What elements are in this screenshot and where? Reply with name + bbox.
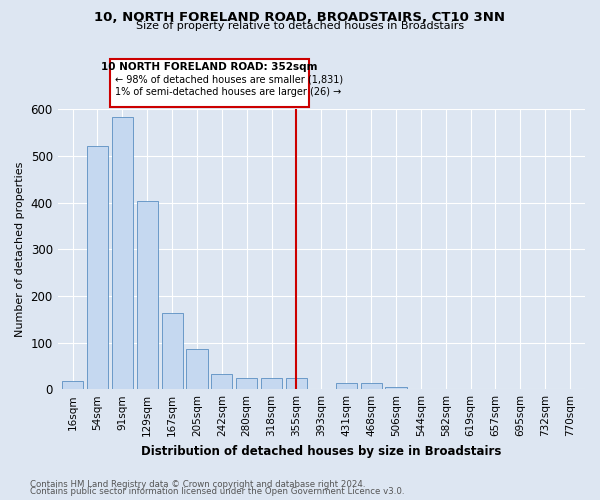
X-axis label: Distribution of detached houses by size in Broadstairs: Distribution of detached houses by size … [141, 444, 502, 458]
Bar [335, 383, 357, 389]
Bar [361, 383, 382, 389]
Bar [261, 378, 282, 389]
Bar [187, 348, 208, 389]
Text: Contains public sector information licensed under the Open Government Licence v3: Contains public sector information licen… [30, 487, 404, 496]
Y-axis label: Number of detached properties: Number of detached properties [15, 162, 25, 337]
Bar [211, 374, 232, 389]
Bar [286, 378, 307, 389]
Text: Size of property relative to detached houses in Broadstairs: Size of property relative to detached ho… [136, 21, 464, 31]
Bar [87, 146, 108, 389]
Bar [385, 387, 407, 389]
Text: 10, NORTH FORELAND ROAD, BROADSTAIRS, CT10 3NN: 10, NORTH FORELAND ROAD, BROADSTAIRS, CT… [95, 11, 505, 24]
Text: 10 NORTH FORELAND ROAD: 352sqm: 10 NORTH FORELAND ROAD: 352sqm [101, 62, 317, 72]
Text: Contains HM Land Registry data © Crown copyright and database right 2024.: Contains HM Land Registry data © Crown c… [30, 480, 365, 489]
Bar [137, 201, 158, 389]
Bar [112, 117, 133, 389]
FancyBboxPatch shape [110, 59, 309, 106]
Bar [236, 378, 257, 389]
Text: 1% of semi-detached houses are larger (26) →: 1% of semi-detached houses are larger (2… [115, 87, 341, 97]
Text: ← 98% of detached houses are smaller (1,831): ← 98% of detached houses are smaller (1,… [115, 74, 343, 85]
Bar [161, 313, 182, 389]
Bar [62, 381, 83, 389]
